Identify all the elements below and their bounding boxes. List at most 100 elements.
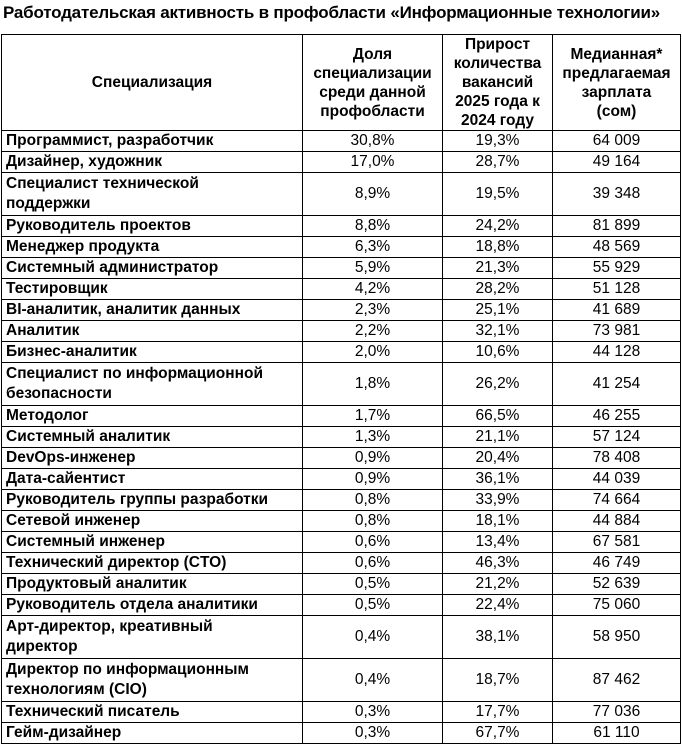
table-header-row: Специализация Доля специализации среди д… [1, 34, 681, 131]
col-header-median-salary: Медианная* предлагаемая зарплата (сом) [552, 34, 681, 131]
share-cell: 0,3% [302, 722, 443, 744]
salary-cell: 46 749 [552, 552, 681, 574]
growth-cell: 18,1% [442, 510, 553, 532]
salary-cell: 75 060 [552, 594, 681, 616]
table-row: Программист, разработчик 30,8% 19,3% 64 009 [1, 130, 681, 152]
salary-cell: 52 639 [552, 573, 681, 595]
table-row: Руководитель отдела аналитики 0,5% 22,4% 75… [1, 594, 681, 616]
share-cell: 1,8% [302, 362, 443, 406]
salary-cell: 58 950 [552, 615, 681, 659]
share-cell: 2,3% [302, 299, 443, 321]
spec-cell: Сетевой инженер [1, 510, 303, 532]
salary-cell: 61 110 [552, 722, 681, 744]
share-cell: 17,0% [302, 151, 443, 173]
growth-cell: 22,4% [442, 594, 553, 616]
table-row: Системный администратор 5,9% 21,3% 55 929 [1, 257, 681, 279]
col-header-vacancy-growth: Прирост количества вакансий 2025 года к … [442, 34, 553, 131]
growth-cell: 26,2% [442, 362, 553, 406]
share-cell: 4,2% [302, 278, 443, 300]
table-row: Методолог 1,7% 66,5% 46 255 [1, 405, 681, 427]
spec-cell: Тестировщик [1, 278, 303, 300]
spec-cell: DevOps-инженер [1, 447, 303, 469]
growth-cell: 18,7% [442, 658, 553, 702]
table-row: Бизнес-аналитик 2,0% 10,6% 44 128 [1, 341, 681, 363]
salary-cell: 44 884 [552, 510, 681, 532]
growth-cell: 67,7% [442, 722, 553, 744]
share-cell: 0,9% [302, 468, 443, 490]
growth-cell: 10,6% [442, 341, 553, 363]
growth-cell: 13,4% [442, 531, 553, 553]
share-cell: 8,8% [302, 215, 443, 237]
salary-cell: 73 981 [552, 320, 681, 342]
salary-cell: 48 569 [552, 236, 681, 258]
salary-cell: 44 039 [552, 468, 681, 490]
salary-cell: 78 408 [552, 447, 681, 469]
table-row: Технический директор (CTO) 0,6% 46,3% 46 74… [1, 552, 681, 574]
table-row: BI-аналитик, аналитик данных 2,3% 25,1% 41 … [1, 299, 681, 321]
growth-cell: 19,3% [442, 130, 553, 152]
salary-cell: 41 254 [552, 362, 681, 406]
spec-cell: Бизнес-аналитик [1, 341, 303, 363]
employer-activity-table: Специализация Доля специализации среди д… [1, 34, 681, 744]
spec-cell: Продуктовый аналитик [1, 573, 303, 595]
spec-cell: Специалист по информационной безопасност… [1, 362, 303, 406]
page-title: Работодательская активность в профобласт… [3, 3, 661, 22]
share-cell: 0,9% [302, 447, 443, 469]
salary-cell: 64 009 [552, 130, 681, 152]
spec-cell: Системный администратор [1, 257, 303, 279]
growth-cell: 46,3% [442, 552, 553, 574]
table-body: Программист, разработчик 30,8% 19,3% 64 009… [1, 130, 681, 744]
growth-cell: 24,2% [442, 215, 553, 237]
table-row: Руководитель группы разработки 0,8% 33,9% 7… [1, 489, 681, 511]
spec-cell: Менеджер продукта [1, 236, 303, 258]
salary-cell: 77 036 [552, 701, 681, 723]
share-cell: 0,6% [302, 552, 443, 574]
spec-cell: Технический писатель [1, 701, 303, 723]
table-header: Специализация Доля специализации среди д… [1, 34, 681, 131]
table-row: Дизайнер, художник 17,0% 28,7% 49 164 [1, 151, 681, 173]
share-cell: 2,2% [302, 320, 443, 342]
table-row: Технический писатель 0,3% 17,7% 77 036 [1, 701, 681, 723]
share-cell: 1,7% [302, 405, 443, 427]
growth-cell: 33,9% [442, 489, 553, 511]
spec-cell: Методолог [1, 405, 303, 427]
growth-cell: 36,1% [442, 468, 553, 490]
salary-cell: 39 348 [552, 172, 681, 216]
salary-cell: 41 689 [552, 299, 681, 321]
share-cell: 0,8% [302, 510, 443, 532]
salary-cell: 44 128 [552, 341, 681, 363]
share-cell: 8,9% [302, 172, 443, 216]
table-row: Сетевой инженер 0,8% 18,1% 44 884 [1, 510, 681, 532]
spec-cell: Руководитель проектов [1, 215, 303, 237]
growth-cell: 32,1% [442, 320, 553, 342]
share-cell: 30,8% [302, 130, 443, 152]
growth-cell: 21,3% [442, 257, 553, 279]
table-row: Арт-директор, креативный директор 0,4% 38,… [1, 615, 681, 659]
share-cell: 0,3% [302, 701, 443, 723]
table-row: Системный аналитик 1,3% 21,1% 57 124 [1, 426, 681, 448]
share-cell: 0,5% [302, 594, 443, 616]
spec-cell: Директор по информационным технологиям (… [1, 658, 303, 702]
salary-cell: 51 128 [552, 278, 681, 300]
growth-cell: 19,5% [442, 172, 553, 216]
salary-cell: 46 255 [552, 405, 681, 427]
spec-cell: Программист, разработчик [1, 130, 303, 152]
spec-cell: Руководитель группы разработки [1, 489, 303, 511]
growth-cell: 17,7% [442, 701, 553, 723]
growth-cell: 21,1% [442, 426, 553, 448]
table-row: Тестировщик 4,2% 28,2% 51 128 [1, 278, 681, 300]
spec-cell: Аналитик [1, 320, 303, 342]
growth-cell: 28,2% [442, 278, 553, 300]
table-row: Системный инженер 0,6% 13,4% 67 581 [1, 531, 681, 553]
table-row: Специалист по информационной безопасност… [1, 362, 681, 406]
spec-cell: Руководитель отдела аналитики [1, 594, 303, 616]
salary-cell: 87 462 [552, 658, 681, 702]
spec-cell: Системный инженер [1, 531, 303, 553]
spec-cell: Дата-сайентист [1, 468, 303, 490]
table-row: Специалист технической поддержки 8,9% 19,5… [1, 172, 681, 216]
share-cell: 1,3% [302, 426, 443, 448]
share-cell: 2,0% [302, 341, 443, 363]
share-cell: 0,8% [302, 489, 443, 511]
salary-cell: 49 164 [552, 151, 681, 173]
